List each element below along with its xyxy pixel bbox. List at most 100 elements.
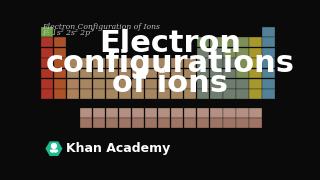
Bar <box>93 79 105 89</box>
Bar <box>249 37 261 47</box>
Bar <box>41 48 53 58</box>
Bar <box>262 58 275 68</box>
Bar <box>197 118 210 128</box>
Bar <box>158 69 171 78</box>
Bar <box>223 37 236 47</box>
Bar <box>184 108 196 118</box>
Bar <box>197 89 210 99</box>
Bar <box>119 89 132 99</box>
Bar <box>80 69 92 78</box>
Bar <box>158 108 171 118</box>
Bar <box>171 89 183 99</box>
Bar <box>197 108 210 118</box>
Bar <box>236 89 249 99</box>
Bar <box>93 69 105 78</box>
Bar <box>132 69 144 78</box>
Bar <box>262 37 275 47</box>
Bar <box>158 118 171 128</box>
Bar <box>41 69 53 78</box>
Bar <box>106 58 118 68</box>
Bar <box>171 69 183 78</box>
Bar <box>210 48 222 58</box>
Bar <box>262 27 275 37</box>
Bar <box>93 58 105 68</box>
Bar <box>132 89 144 99</box>
Bar <box>236 79 249 89</box>
Bar <box>41 89 53 99</box>
Bar <box>54 37 66 47</box>
Bar <box>223 48 236 58</box>
Bar <box>119 69 132 78</box>
Bar <box>184 58 196 68</box>
Polygon shape <box>51 150 54 152</box>
Bar <box>210 37 222 47</box>
Bar <box>132 118 144 128</box>
Bar <box>132 58 144 68</box>
Bar <box>145 58 157 68</box>
Bar <box>119 58 132 68</box>
Bar <box>210 108 222 118</box>
Bar <box>54 89 66 99</box>
Bar <box>158 89 171 99</box>
Bar <box>145 79 157 89</box>
Bar <box>236 118 249 128</box>
Bar <box>236 48 249 58</box>
Bar <box>93 108 105 118</box>
Bar <box>171 108 183 118</box>
Bar <box>184 69 196 78</box>
Bar <box>80 79 92 89</box>
Bar <box>223 58 236 68</box>
Bar <box>119 108 132 118</box>
Bar <box>197 69 210 78</box>
Bar <box>67 58 79 68</box>
Bar <box>197 58 210 68</box>
Bar <box>80 108 92 118</box>
Bar <box>106 69 118 78</box>
Bar <box>171 79 183 89</box>
Bar <box>249 69 261 78</box>
Bar <box>67 79 79 89</box>
Circle shape <box>52 143 56 148</box>
Bar <box>145 108 157 118</box>
Bar <box>210 89 222 99</box>
Text: Khan Academy: Khan Academy <box>66 142 170 155</box>
Bar <box>223 69 236 78</box>
Bar <box>249 79 261 89</box>
Bar <box>210 79 222 89</box>
Bar <box>80 89 92 99</box>
Bar <box>171 118 183 128</box>
Bar <box>223 79 236 89</box>
Bar <box>67 69 79 78</box>
Bar <box>210 69 222 78</box>
Bar <box>54 48 66 58</box>
Bar <box>80 118 92 128</box>
Bar <box>106 89 118 99</box>
Bar <box>236 108 249 118</box>
Bar <box>249 89 261 99</box>
Bar <box>249 118 261 128</box>
Bar <box>54 69 66 78</box>
Bar <box>132 79 144 89</box>
Bar <box>106 108 118 118</box>
Bar <box>41 58 53 68</box>
Bar <box>67 89 79 99</box>
Polygon shape <box>53 150 57 152</box>
Bar <box>158 58 171 68</box>
Bar <box>184 118 196 128</box>
Text: Electron: Electron <box>99 29 241 58</box>
Bar <box>210 118 222 128</box>
Text: configurations: configurations <box>46 49 295 78</box>
Bar <box>223 118 236 128</box>
Bar <box>41 79 53 89</box>
Bar <box>210 58 222 68</box>
Bar <box>249 48 261 58</box>
Bar <box>197 37 210 47</box>
Bar <box>145 118 157 128</box>
Bar <box>132 108 144 118</box>
Bar <box>54 79 66 89</box>
Bar <box>262 48 275 58</box>
Text: Electron Configuration of Ions: Electron Configuration of Ions <box>42 23 160 31</box>
Bar <box>236 69 249 78</box>
Bar <box>80 58 92 68</box>
Bar <box>184 89 196 99</box>
